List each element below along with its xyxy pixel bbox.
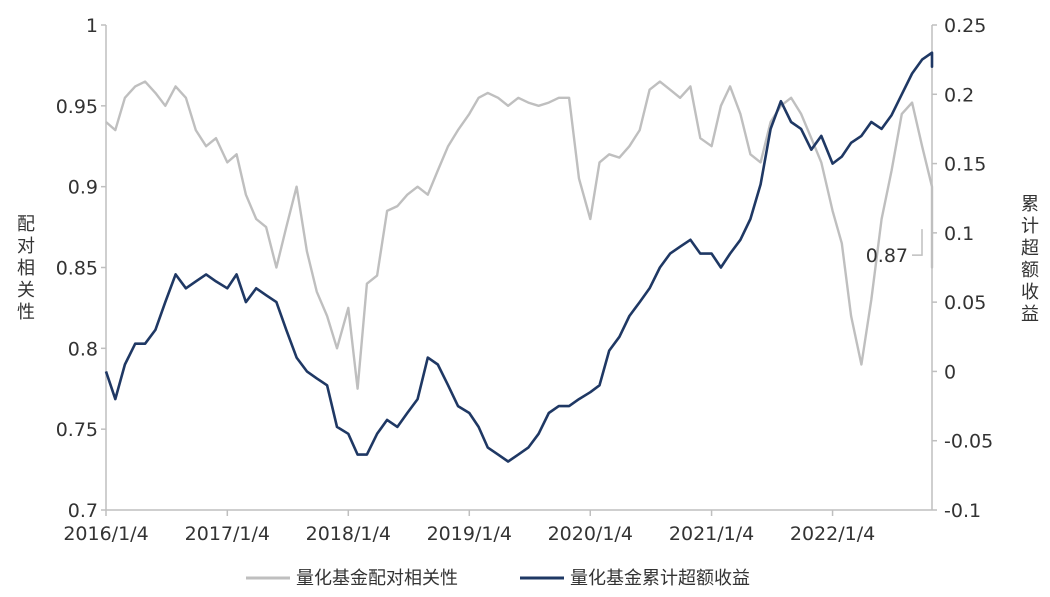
y-right-tick-label: 0.2 [944, 84, 974, 106]
y-left-tick-label: 0.9 [68, 177, 98, 199]
x-tick-label: 2021/1/4 [669, 523, 754, 545]
y-left-tick-label: 0.7 [68, 500, 98, 522]
y-left-tick-label: 0.95 [56, 96, 98, 118]
correlation-line [105, 80, 934, 390]
legend-label-correlation: 量化基金配对相关性 [296, 568, 458, 589]
legend: 量化基金配对相关性 量化基金累计超额收益 [246, 568, 750, 589]
y-right-tick-label: -0.1 [944, 500, 981, 522]
y-right-tick-label: 0.05 [944, 292, 986, 314]
y-right-tick-label: 0.25 [944, 15, 986, 37]
y-left-tick-label: 1 [86, 15, 98, 37]
y-axis-left-title: 配对相关性 [17, 214, 35, 323]
x-tick-label: 2016/1/4 [63, 523, 148, 545]
annotation-leader [912, 229, 923, 256]
annotation-label: 0.87 [866, 245, 908, 267]
x-tick-label: 2022/1/4 [790, 523, 875, 545]
y-right-tick-label: 0.1 [944, 223, 974, 245]
legend-label-excess-return: 量化基金累计超额收益 [570, 568, 750, 589]
y-right-tick-label: 0.15 [944, 154, 986, 176]
x-tick-label: 2018/1/4 [306, 523, 391, 545]
x-tick-label: 2019/1/4 [427, 523, 512, 545]
x-tick-label: 2017/1/4 [185, 523, 270, 545]
excess-return-line [104, 51, 934, 463]
x-tick-label: 2020/1/4 [548, 523, 633, 545]
y-right-tick-label: -0.05 [944, 431, 993, 453]
series-layer [104, 51, 934, 463]
y-right-tick-label: 0 [944, 361, 956, 383]
ticks-layer: 0.7 0.75 0.8 0.85 0.9 0.95 1 -0.1 -0.05 0 0.05 0.1 0… [56, 15, 993, 545]
y-left-tick-label: 0.8 [68, 338, 98, 360]
y-axis-right-title: 累计超额收益 [1021, 194, 1039, 325]
annotation-layer: 0.87 [866, 229, 923, 267]
y-left-tick-label: 0.75 [56, 419, 98, 441]
y-left-tick-label: 0.85 [56, 258, 98, 280]
plot-area: 0.7 0.75 0.8 0.85 0.9 0.95 1 -0.1 -0.05 0 0.05 0.1 0… [56, 15, 993, 545]
